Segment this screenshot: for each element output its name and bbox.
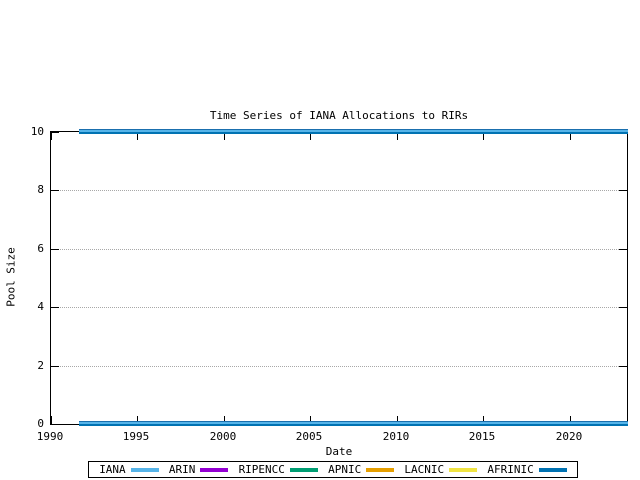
x-tick-top-2010	[397, 132, 398, 140]
x-tick-label-2005: 2005	[295, 430, 323, 443]
y-tick-right-2	[619, 366, 627, 367]
chart-title: Time Series of IANA Allocations to RIRs	[209, 109, 469, 122]
legend-swatch-arin	[200, 467, 229, 472]
y-tick-label-4: 4	[37, 300, 44, 313]
gridline-y-8	[51, 190, 627, 191]
legend-entry-ripencc: RIPENCC	[238, 462, 318, 476]
x-tick-label-1995: 1995	[122, 430, 150, 443]
y-tick-left-0	[51, 424, 59, 425]
data-line-y0	[79, 421, 628, 426]
legend-swatch-apnic	[366, 467, 395, 472]
x-tick-top-2020	[570, 132, 571, 140]
gridline-y-4	[51, 307, 627, 308]
legend-entry-iana: IANA	[99, 462, 159, 476]
y-tick-label-8: 8	[37, 183, 44, 196]
legend-swatch-lacnic	[449, 467, 478, 472]
y-tick-left-4	[51, 307, 59, 308]
legend-entry-arin: ARIN	[168, 462, 229, 476]
x-tick-bottom-2000	[224, 416, 225, 424]
y-tick-right-6	[619, 249, 627, 250]
legend-label-arin: ARIN	[168, 462, 196, 476]
y-tick-label-0: 0	[37, 417, 44, 430]
y-axis-title-text: Pool Size	[4, 247, 18, 307]
legend-label-ripencc: RIPENCC	[238, 462, 285, 476]
x-tick-top-1990	[51, 132, 52, 140]
x-tick-label-1990: 1990	[36, 430, 64, 443]
data-line-y10	[79, 129, 628, 134]
legend-entry-lacnic: LACNIC	[404, 462, 478, 476]
data-line-stripe	[79, 132, 628, 134]
x-tick-top-2015	[483, 132, 484, 140]
x-tick-top-1995	[137, 132, 138, 140]
gridline-y-6	[51, 249, 627, 250]
legend-label-lacnic: LACNIC	[404, 462, 445, 476]
x-tick-bottom-2010	[397, 416, 398, 424]
y-tick-left-8	[51, 190, 59, 191]
x-tick-top-2000	[224, 132, 225, 140]
legend-label-iana: IANA	[99, 462, 126, 476]
x-tick-bottom-2015	[483, 416, 484, 424]
y-tick-label-6: 6	[37, 242, 44, 255]
x-tick-top-2005	[310, 132, 311, 140]
y-tick-left-6	[51, 249, 59, 250]
y-tick-left-2	[51, 366, 59, 367]
x-tick-label-2015: 2015	[468, 430, 496, 443]
data-line-stripe	[79, 129, 628, 130]
plot-area	[50, 131, 628, 425]
data-line-stripe	[79, 424, 628, 426]
x-axis-title: Date	[325, 445, 353, 458]
x-tick-bottom-2020	[570, 416, 571, 424]
data-line-stripe	[79, 422, 628, 424]
data-line-stripe	[79, 130, 628, 132]
legend-swatch-ripencc	[289, 467, 318, 472]
y-tick-right-4	[619, 307, 627, 308]
y-tick-label-2: 2	[37, 359, 44, 372]
x-tick-label-2010: 2010	[382, 430, 410, 443]
legend-label-afrinic: AFRINIC	[487, 462, 534, 476]
x-tick-bottom-1995	[137, 416, 138, 424]
legend-label-apnic: APNIC	[328, 462, 362, 476]
y-tick-left-10	[51, 132, 59, 133]
x-tick-bottom-2005	[310, 416, 311, 424]
y-tick-right-8	[619, 190, 627, 191]
legend-swatch-afrinic	[538, 467, 567, 472]
legend-entry-afrinic: AFRINIC	[487, 462, 567, 476]
legend-swatch-iana	[130, 467, 159, 472]
y-tick-label-10: 10	[30, 125, 44, 138]
x-tick-label-2020: 2020	[555, 430, 583, 443]
data-line-stripe	[79, 421, 628, 422]
legend: IANA ARIN RIPENCC APNIC LACNIC AFRINIC	[88, 461, 578, 478]
legend-entry-apnic: APNIC	[328, 462, 395, 476]
x-tick-label-2000: 2000	[209, 430, 237, 443]
gridline-y-2	[51, 366, 627, 367]
x-tick-bottom-1990	[51, 416, 52, 424]
